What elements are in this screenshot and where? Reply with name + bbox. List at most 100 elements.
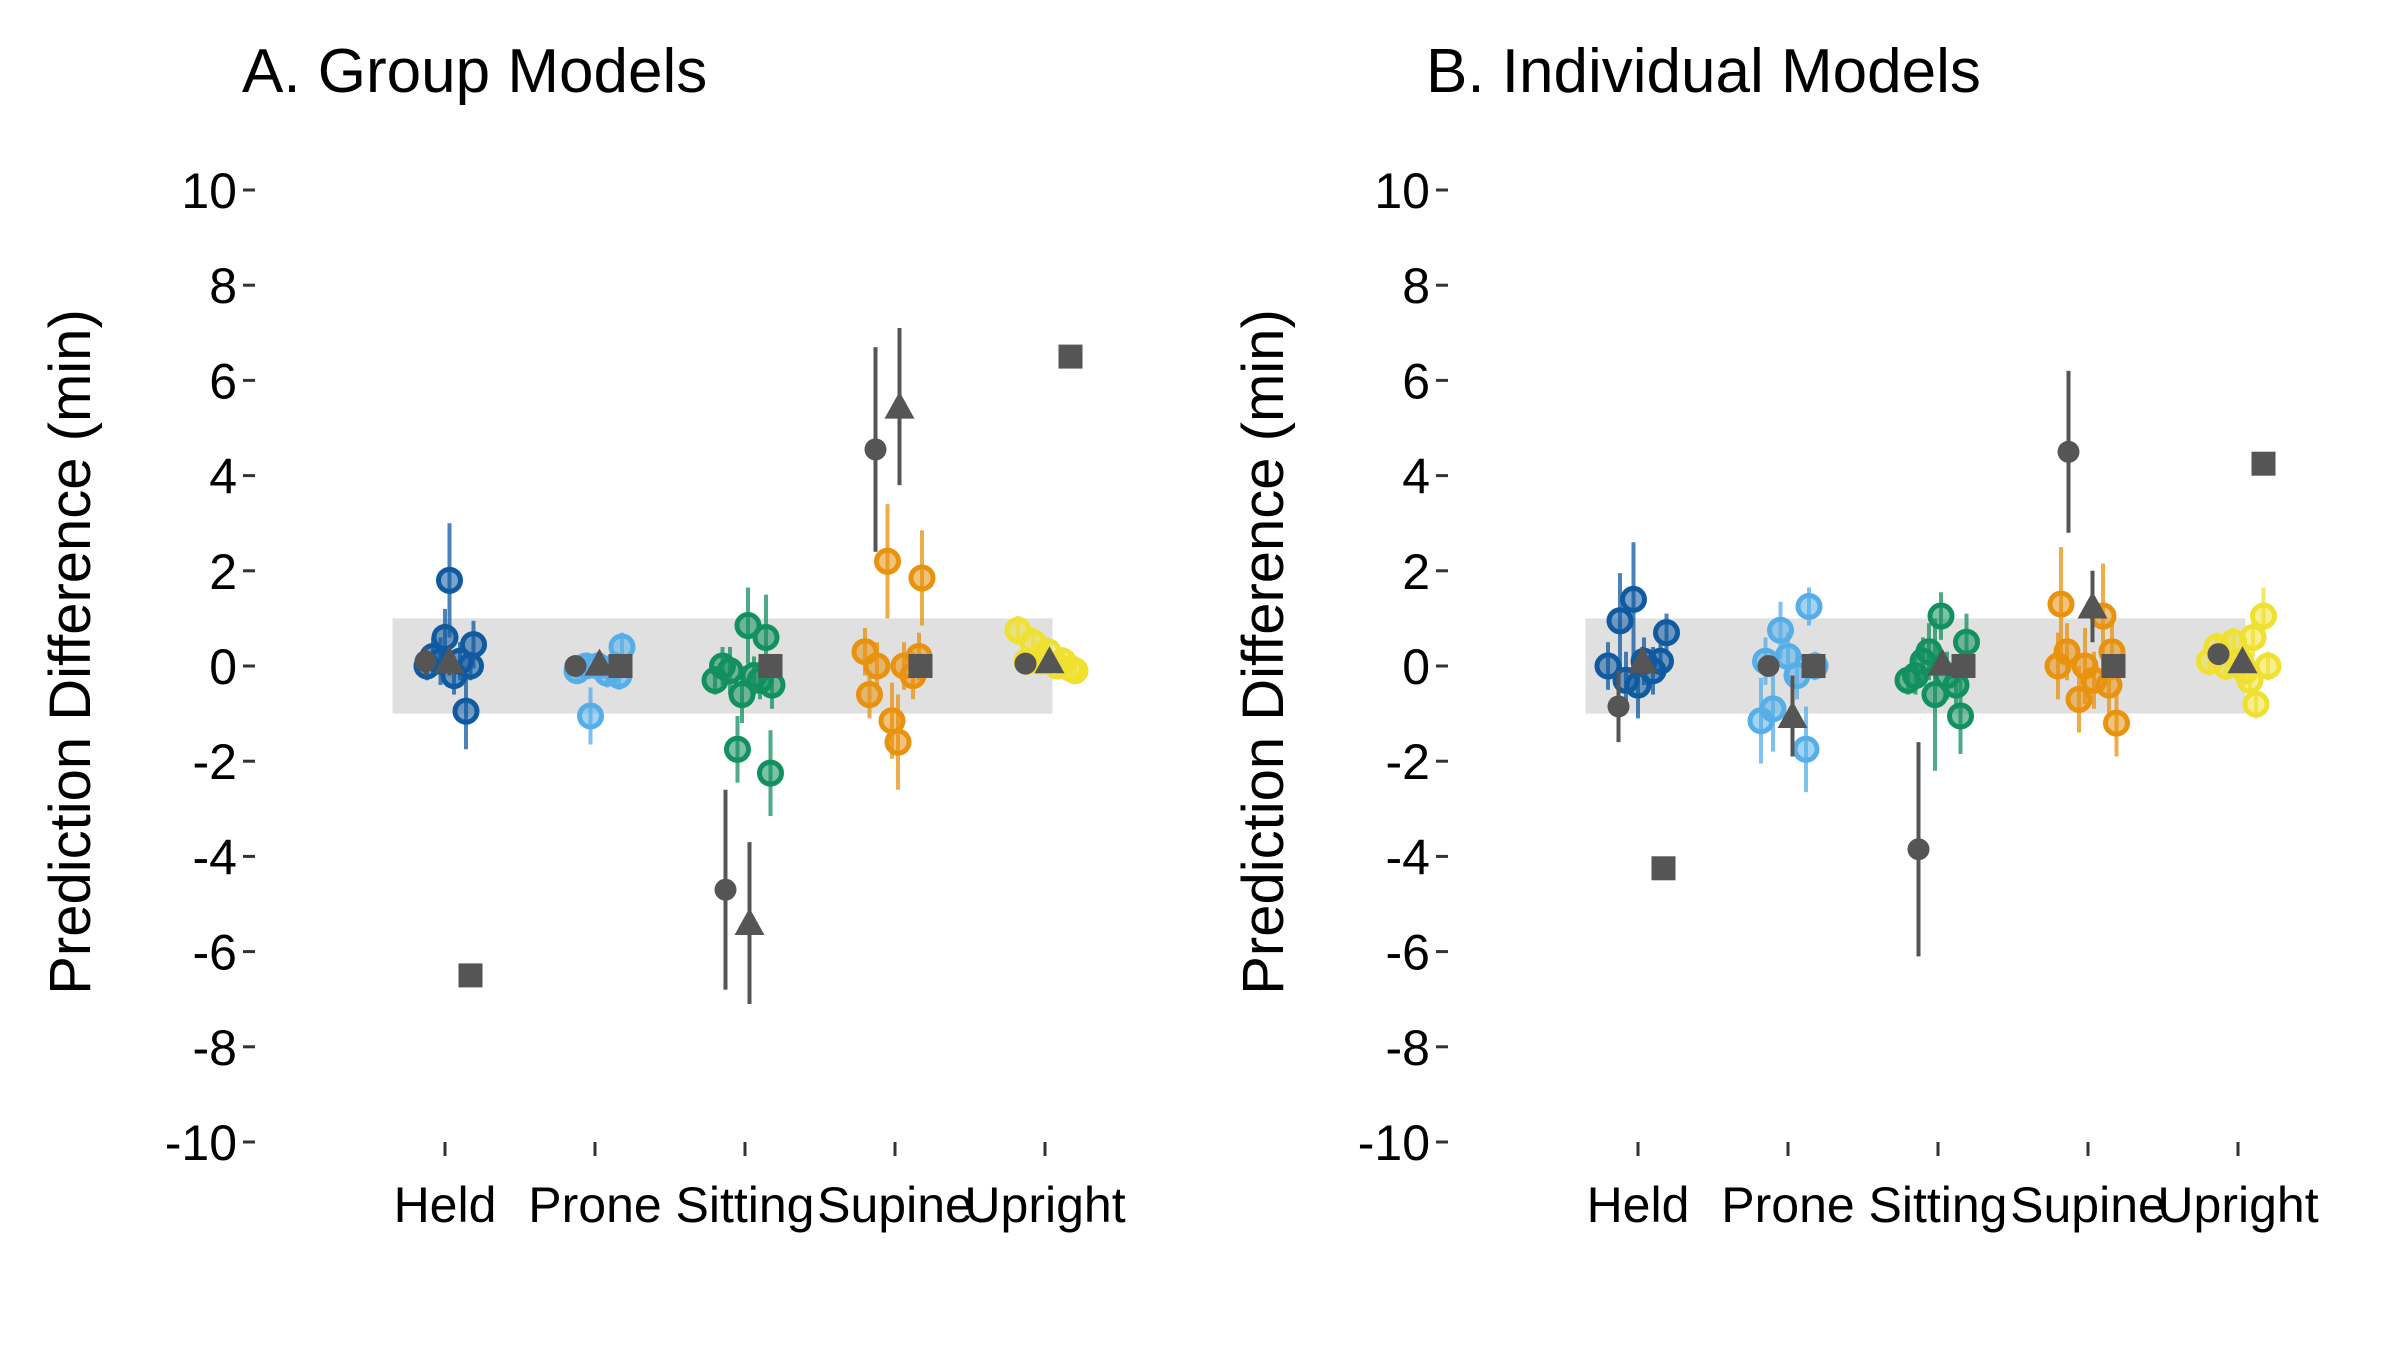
summary-square	[758, 654, 783, 678]
y-tick-label: -10	[165, 1115, 237, 1171]
data-point	[2250, 602, 2277, 630]
data-point	[2242, 690, 2270, 718]
y-axis-label: Prediction Difference (min)	[1231, 309, 1296, 995]
summary-circle	[1607, 695, 1630, 718]
summary-triangle	[1927, 648, 1958, 676]
y-tick-label: -6	[1386, 925, 1430, 981]
summary-triangle	[2077, 591, 2108, 619]
data-point	[863, 652, 891, 680]
summary-circle	[1757, 655, 1780, 677]
x-tick-label: Upright	[2157, 1177, 2318, 1233]
data-point	[1792, 735, 1820, 763]
summary-circle	[564, 655, 587, 677]
x-tick-label: Upright	[964, 1177, 1125, 1233]
summary-circle	[2207, 643, 2230, 666]
summary-square	[458, 963, 483, 988]
y-tick-label: 0	[209, 639, 237, 695]
x-tick-label: Prone	[1721, 1177, 1854, 1233]
data-point	[1653, 619, 1680, 647]
data-point	[2254, 652, 2282, 680]
y-tick-label: -2	[193, 734, 237, 790]
data-point	[724, 735, 751, 763]
data-point	[1759, 695, 1787, 723]
x-tick-label: Supine	[2010, 1177, 2166, 1233]
data-point	[452, 697, 480, 725]
y-tick-label: -8	[193, 1020, 237, 1076]
summary-circle	[714, 878, 737, 901]
data-point	[460, 631, 487, 659]
chart-title: B. Individual Models	[1426, 37, 1981, 106]
y-tick-label: 6	[209, 353, 237, 409]
summary-square	[908, 654, 933, 678]
y-tick-label: -2	[1386, 734, 1430, 790]
data-point	[1620, 585, 1647, 613]
data-point	[577, 702, 604, 730]
y-tick-label: 2	[209, 544, 237, 600]
data-point	[1061, 657, 1089, 685]
summary-square	[1058, 344, 1083, 369]
data-point	[2047, 590, 2075, 618]
summary-circle	[2057, 440, 2080, 463]
y-tick-label: 0	[1402, 639, 1430, 695]
y-tick-label: -4	[193, 829, 237, 885]
panel-individual-models: B. Individual Models Prediction Differen…	[1231, 37, 2319, 1233]
summary-circle	[414, 650, 437, 673]
data-point	[1795, 593, 1823, 620]
y-tick-label: 6	[1402, 353, 1430, 409]
data-point	[734, 612, 762, 640]
data-point	[2239, 623, 2267, 651]
summary-circle	[864, 438, 887, 461]
y-tick-label: 10	[1374, 163, 1430, 219]
summary-triangle	[2227, 646, 2258, 674]
data-point	[1947, 702, 1974, 730]
data-point	[874, 547, 901, 575]
y-tick-label: 4	[209, 449, 237, 505]
summary-square	[1801, 654, 1826, 678]
summary-triangle	[1627, 646, 1658, 674]
summary-triangle	[884, 391, 915, 419]
summary-square	[2251, 451, 2276, 476]
data-point	[2053, 638, 2081, 666]
data-point	[1953, 628, 1980, 656]
summary-square	[1951, 654, 1976, 678]
y-tick-label: -8	[1386, 1020, 1430, 1076]
panel-group-models: A. Group Models Prediction Difference (m…	[38, 37, 1126, 1233]
summary-triangle	[1034, 646, 1065, 674]
summary-triangle	[1777, 700, 1808, 728]
summary-square	[1651, 856, 1676, 881]
x-tick-label: Sitting	[676, 1177, 815, 1233]
x-tick-label: Sitting	[1869, 1177, 2008, 1233]
x-tick-label: Prone	[528, 1177, 661, 1233]
data-point	[716, 657, 744, 685]
summary-square	[2101, 654, 2126, 678]
data-point	[1927, 602, 1955, 630]
x-tick-label: Held	[1587, 1177, 1690, 1233]
data-point	[884, 728, 912, 756]
y-tick-label: 8	[1402, 258, 1430, 314]
summary-triangle	[434, 646, 465, 674]
summary-triangle	[734, 908, 765, 936]
data-point	[752, 623, 780, 651]
y-tick-label: 10	[181, 163, 237, 219]
data-point	[436, 566, 463, 594]
data-point	[457, 652, 484, 680]
y-axis-label: Prediction Difference (min)	[38, 309, 103, 995]
data-point	[1606, 607, 1634, 635]
data-point	[908, 564, 936, 592]
y-tick-label: 2	[1402, 544, 1430, 600]
y-tick-label: -6	[193, 925, 237, 981]
y-tick-label: -10	[1358, 1115, 1430, 1171]
summary-square	[608, 654, 633, 678]
x-tick-label: Held	[394, 1177, 497, 1233]
y-tick-label: 8	[209, 258, 237, 314]
x-tick-label: Supine	[817, 1177, 973, 1233]
summary-circle	[1907, 838, 1930, 861]
summary-triangle	[584, 648, 615, 676]
data-point	[431, 623, 459, 651]
summary-circle	[1014, 652, 1037, 675]
y-tick-label: -4	[1386, 829, 1430, 885]
y-tick-label: 4	[1402, 449, 1430, 505]
data-point	[757, 759, 784, 787]
data-point	[2103, 709, 2130, 737]
